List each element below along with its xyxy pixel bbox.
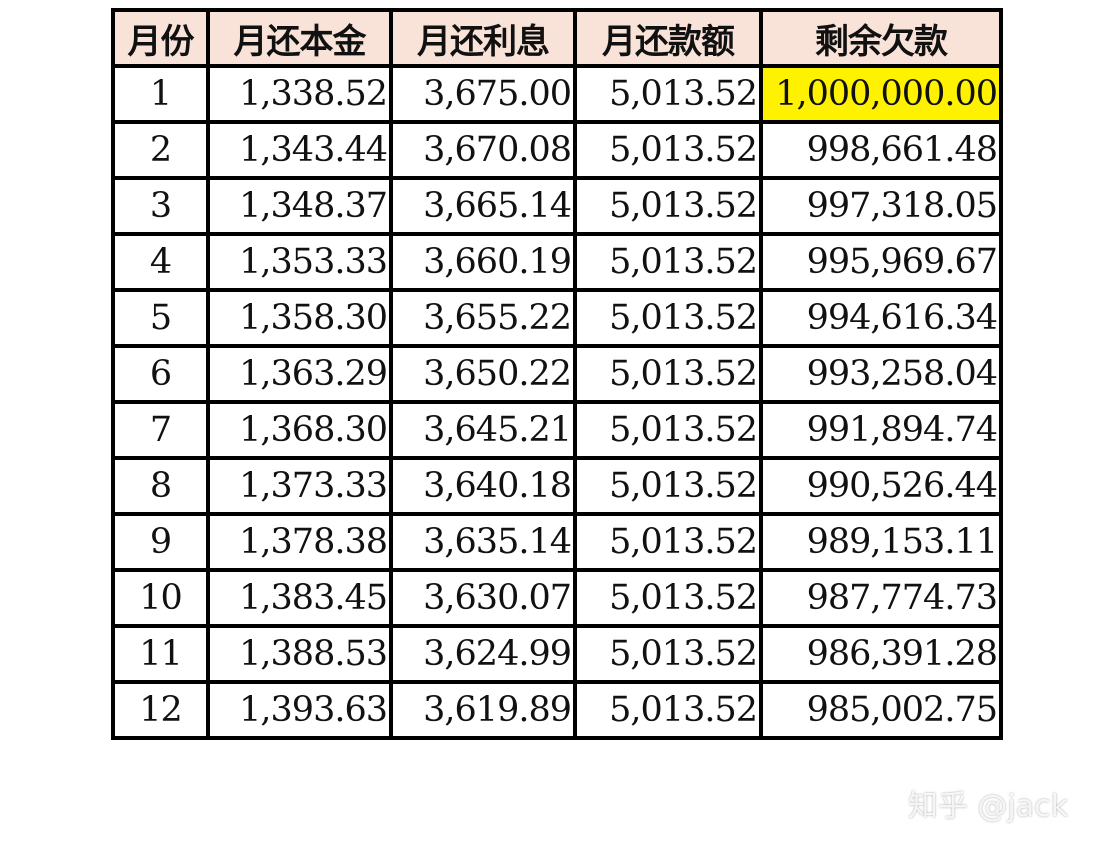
header-payment: 月还款额 (573, 8, 763, 68)
header-interest: 月还利息 (389, 8, 577, 68)
cell-interest: 3,645.21 (389, 400, 577, 460)
cell-month: 10 (111, 568, 210, 628)
cell-interest: 3,660.19 (389, 232, 577, 292)
cell-balance: 986,391.28 (759, 624, 1003, 684)
cell-payment: 5,013.52 (573, 232, 763, 292)
cell-principal: 1,358.30 (206, 288, 393, 348)
cell-interest: 3,650.22 (389, 344, 577, 404)
cell-payment: 5,013.52 (573, 624, 763, 684)
table-row: 11 1,388.53 3,624.99 5,013.52 986,391.28 (111, 624, 1003, 684)
cell-interest: 3,635.14 (389, 512, 577, 572)
cell-principal: 1,373.33 (206, 456, 393, 516)
table-row: 9 1,378.38 3,635.14 5,013.52 989,153.11 (111, 512, 1003, 572)
cell-month: 4 (111, 232, 210, 292)
header-row: 月份 月还本金 月还利息 月还款额 剩余欠款 (111, 8, 1003, 68)
cell-payment: 5,013.52 (573, 512, 763, 572)
cell-balance: 991,894.74 (759, 400, 1003, 460)
table-body: 1 1,338.52 3,675.00 5,013.52 1,000,000.00 2 1,… (111, 64, 1003, 740)
cell-month: 3 (111, 176, 210, 236)
cell-balance: 995,969.67 (759, 232, 1003, 292)
cell-balance: 997,318.05 (759, 176, 1003, 236)
table-row: 8 1,373.33 3,640.18 5,013.52 990,526.44 (111, 456, 1003, 516)
cell-balance: 989,153.11 (759, 512, 1003, 572)
cell-interest: 3,619.89 (389, 680, 577, 740)
cell-month: 11 (111, 624, 210, 684)
cell-payment: 5,013.52 (573, 400, 763, 460)
cell-interest: 3,624.99 (389, 624, 577, 684)
cell-principal: 1,383.45 (206, 568, 393, 628)
cell-balance: 994,616.34 (759, 288, 1003, 348)
cell-interest: 3,665.14 (389, 176, 577, 236)
cell-principal: 1,378.38 (206, 512, 393, 572)
header-balance: 剩余欠款 (759, 8, 1003, 68)
cell-month: 6 (111, 344, 210, 404)
cell-month: 8 (111, 456, 210, 516)
cell-interest: 3,640.18 (389, 456, 577, 516)
cell-balance: 993,258.04 (759, 344, 1003, 404)
cell-interest: 3,630.07 (389, 568, 577, 628)
cell-principal: 1,368.30 (206, 400, 393, 460)
cell-balance: 985,002.75 (759, 680, 1003, 740)
cell-payment: 5,013.52 (573, 288, 763, 348)
cell-principal: 1,348.37 (206, 176, 393, 236)
cell-month: 5 (111, 288, 210, 348)
cell-month: 1 (111, 64, 210, 124)
table-row: 1 1,338.52 3,675.00 5,013.52 1,000,000.00 (111, 64, 1003, 124)
cell-balance: 998,661.48 (759, 120, 1003, 180)
cell-month: 12 (111, 680, 210, 740)
cell-month: 2 (111, 120, 210, 180)
table-row: 2 1,343.44 3,670.08 5,013.52 998,661.48 (111, 120, 1003, 180)
cell-payment: 5,013.52 (573, 456, 763, 516)
cell-month: 9 (111, 512, 210, 572)
cell-month: 7 (111, 400, 210, 460)
table-row: 6 1,363.29 3,650.22 5,013.52 993,258.04 (111, 344, 1003, 404)
cell-payment: 5,013.52 (573, 120, 763, 180)
header-month: 月份 (111, 8, 210, 68)
cell-interest: 3,655.22 (389, 288, 577, 348)
cell-payment: 5,013.52 (573, 176, 763, 236)
cell-balance: 987,774.73 (759, 568, 1003, 628)
cell-payment: 5,013.52 (573, 680, 763, 740)
cell-payment: 5,013.52 (573, 64, 763, 124)
cell-interest: 3,670.08 (389, 120, 577, 180)
table-row: 5 1,358.30 3,655.22 5,013.52 994,616.34 (111, 288, 1003, 348)
table-row: 4 1,353.33 3,660.19 5,013.52 995,969.67 (111, 232, 1003, 292)
table-row: 10 1,383.45 3,630.07 5,013.52 987,774.73 (111, 568, 1003, 628)
cell-payment: 5,013.52 (573, 344, 763, 404)
cell-principal: 1,393.63 (206, 680, 393, 740)
watermark: 知乎 @jack (907, 789, 1068, 824)
cell-principal: 1,353.33 (206, 232, 393, 292)
cell-principal: 1,343.44 (206, 120, 393, 180)
cell-principal: 1,363.29 (206, 344, 393, 404)
cell-payment: 5,013.52 (573, 568, 763, 628)
cell-principal: 1,388.53 (206, 624, 393, 684)
table-row: 7 1,368.30 3,645.21 5,013.52 991,894.74 (111, 400, 1003, 460)
cell-balance: 990,526.44 (759, 456, 1003, 516)
header-principal: 月还本金 (206, 8, 393, 68)
repayment-table: 月份 月还本金 月还利息 月还款额 剩余欠款 1 1,338.52 3,675.00… (111, 8, 1003, 740)
cell-interest: 3,675.00 (389, 64, 577, 124)
cell-principal: 1,338.52 (206, 64, 393, 124)
table-row: 12 1,393.63 3,619.89 5,013.52 985,002.75 (111, 680, 1003, 740)
cell-balance: 1,000,000.00 (759, 64, 1003, 124)
table-row: 3 1,348.37 3,665.14 5,013.52 997,318.05 (111, 176, 1003, 236)
